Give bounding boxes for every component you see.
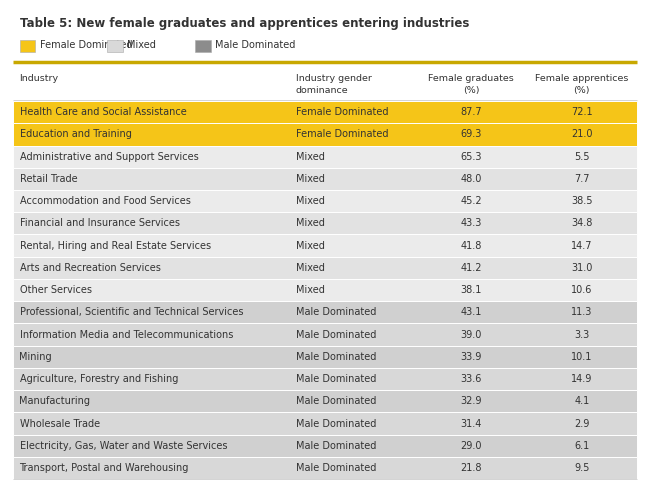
Text: 4.1: 4.1: [574, 396, 590, 407]
Bar: [13, 145, 637, 168]
Text: Education and Training: Education and Training: [20, 129, 131, 140]
Text: Mixed: Mixed: [296, 174, 324, 184]
Bar: [13, 435, 637, 457]
Text: Mixed: Mixed: [127, 41, 156, 50]
Bar: [13, 324, 637, 346]
Bar: [13, 212, 637, 235]
Text: 41.2: 41.2: [460, 263, 482, 273]
Text: Mining: Mining: [20, 352, 52, 362]
Bar: [13, 368, 637, 390]
Text: Male Dominated: Male Dominated: [296, 441, 376, 451]
Bar: [13, 235, 637, 257]
Text: Professional, Scientific and Technical Services: Professional, Scientific and Technical S…: [20, 307, 243, 317]
Text: 6.1: 6.1: [574, 441, 590, 451]
Bar: [13, 123, 637, 145]
Text: 21.8: 21.8: [460, 463, 482, 473]
Text: 14.9: 14.9: [571, 374, 592, 384]
Text: 32.9: 32.9: [460, 396, 482, 407]
Text: 2.9: 2.9: [574, 419, 590, 428]
Text: 38.5: 38.5: [571, 196, 593, 206]
Text: 34.8: 34.8: [571, 218, 592, 228]
FancyBboxPatch shape: [107, 40, 123, 52]
Text: 45.2: 45.2: [460, 196, 482, 206]
Text: Financial and Insurance Services: Financial and Insurance Services: [20, 218, 179, 228]
Text: Male Dominated: Male Dominated: [296, 329, 376, 340]
Text: 21.0: 21.0: [571, 129, 593, 140]
Text: 72.1: 72.1: [571, 107, 593, 117]
Text: Agriculture, Forestry and Fishing: Agriculture, Forestry and Fishing: [20, 374, 178, 384]
Text: 69.3: 69.3: [461, 129, 482, 140]
Text: 65.3: 65.3: [460, 152, 482, 162]
Text: Industry gender
dominance: Industry gender dominance: [296, 74, 372, 95]
Text: Mixed: Mixed: [296, 263, 324, 273]
Bar: [13, 457, 637, 479]
Bar: [13, 168, 637, 190]
Text: 11.3: 11.3: [571, 307, 592, 317]
Text: Male Dominated: Male Dominated: [296, 463, 376, 473]
Bar: [13, 279, 637, 301]
Text: Industry: Industry: [20, 74, 58, 83]
Text: Mixed: Mixed: [296, 196, 324, 206]
Text: Male Dominated: Male Dominated: [296, 352, 376, 362]
Text: Male Dominated: Male Dominated: [215, 41, 296, 50]
Text: Health Care and Social Assistance: Health Care and Social Assistance: [20, 107, 187, 117]
Text: 31.0: 31.0: [571, 263, 592, 273]
Text: 33.6: 33.6: [461, 374, 482, 384]
Text: 7.7: 7.7: [574, 174, 590, 184]
Text: Female apprentices
(%): Female apprentices (%): [535, 74, 629, 95]
FancyBboxPatch shape: [195, 40, 211, 52]
Text: 43.1: 43.1: [461, 307, 482, 317]
Text: Arts and Recreation Services: Arts and Recreation Services: [20, 263, 161, 273]
Text: Female graduates
(%): Female graduates (%): [428, 74, 514, 95]
Text: 48.0: 48.0: [461, 174, 482, 184]
Text: Male Dominated: Male Dominated: [296, 419, 376, 428]
Text: 5.5: 5.5: [574, 152, 590, 162]
Text: 38.1: 38.1: [461, 285, 482, 295]
Text: 10.6: 10.6: [571, 285, 592, 295]
Text: 10.1: 10.1: [571, 352, 592, 362]
Text: Female Dominated: Female Dominated: [296, 107, 388, 117]
Bar: [13, 346, 637, 368]
Text: Table 5: New female graduates and apprentices entering industries: Table 5: New female graduates and appren…: [20, 17, 469, 30]
Text: Mixed: Mixed: [296, 241, 324, 251]
Text: 39.0: 39.0: [461, 329, 482, 340]
Text: Male Dominated: Male Dominated: [296, 396, 376, 407]
Bar: [13, 301, 637, 324]
Text: 43.3: 43.3: [461, 218, 482, 228]
Text: Rental, Hiring and Real Estate Services: Rental, Hiring and Real Estate Services: [20, 241, 211, 251]
Text: Electricity, Gas, Water and Waste Services: Electricity, Gas, Water and Waste Servic…: [20, 441, 227, 451]
Bar: [13, 190, 637, 212]
Text: Information Media and Telecommunications: Information Media and Telecommunications: [20, 329, 233, 340]
Text: 9.5: 9.5: [574, 463, 590, 473]
Text: Retail Trade: Retail Trade: [20, 174, 77, 184]
FancyBboxPatch shape: [20, 40, 35, 52]
Text: Accommodation and Food Services: Accommodation and Food Services: [20, 196, 190, 206]
Text: 41.8: 41.8: [461, 241, 482, 251]
Text: 29.0: 29.0: [460, 441, 482, 451]
Text: Female Dominated: Female Dominated: [296, 129, 388, 140]
Bar: [13, 101, 637, 123]
Text: Mixed: Mixed: [296, 218, 324, 228]
Bar: [13, 390, 637, 412]
Text: Mixed: Mixed: [296, 285, 324, 295]
Text: Manufacturing: Manufacturing: [20, 396, 90, 407]
Bar: [13, 412, 637, 435]
Text: Wholesale Trade: Wholesale Trade: [20, 419, 99, 428]
Text: 3.3: 3.3: [574, 329, 590, 340]
Text: 87.7: 87.7: [460, 107, 482, 117]
Bar: [13, 257, 637, 279]
Text: Transport, Postal and Warehousing: Transport, Postal and Warehousing: [20, 463, 189, 473]
Text: Other Services: Other Services: [20, 285, 92, 295]
Text: Male Dominated: Male Dominated: [296, 307, 376, 317]
Text: Mixed: Mixed: [296, 152, 324, 162]
Text: Male Dominated: Male Dominated: [296, 374, 376, 384]
Text: 31.4: 31.4: [461, 419, 482, 428]
Text: 33.9: 33.9: [461, 352, 482, 362]
Text: Female Dominated: Female Dominated: [40, 41, 132, 50]
Text: 14.7: 14.7: [571, 241, 593, 251]
Text: Administrative and Support Services: Administrative and Support Services: [20, 152, 198, 162]
